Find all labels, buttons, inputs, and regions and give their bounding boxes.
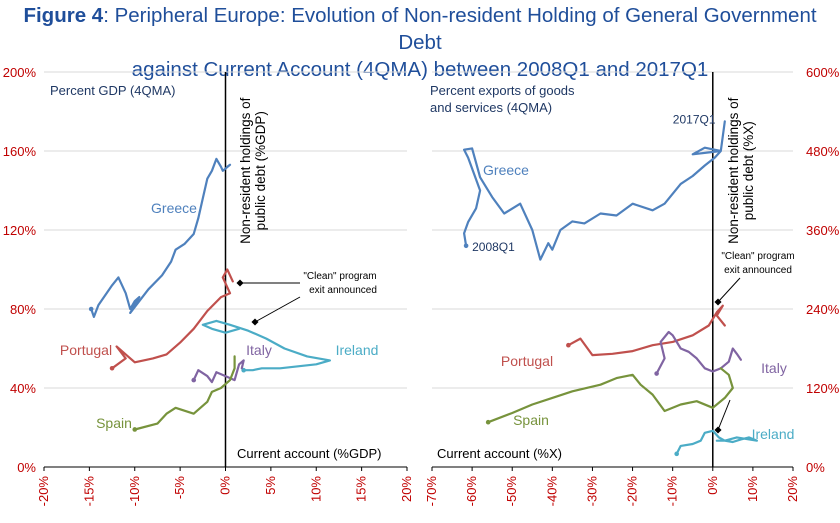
series-start-marker-ireland bbox=[674, 451, 679, 457]
vertical-axis-label-line2: public debt (%GDP) bbox=[253, 111, 268, 230]
x-axis-label: Current account (%GDP) bbox=[237, 446, 382, 461]
figure-title: Figure 4: Peripheral Europe: Evolution o… bbox=[0, 2, 840, 83]
series-label-spain: Spain bbox=[513, 412, 549, 428]
x-tick-label: -15% bbox=[81, 476, 96, 507]
x-tick-label: 0% bbox=[705, 476, 720, 495]
left-panel: 0% 40% 80% 120% 160% 200% -20% -15% -10% -5% 0% 5% 1… bbox=[3, 65, 414, 506]
x-tick-label: -10% bbox=[127, 476, 142, 507]
series-label-italy: Italy bbox=[761, 360, 787, 376]
series-start-marker-spain bbox=[485, 419, 491, 425]
series-start-marker-greece bbox=[463, 243, 469, 249]
y-tick-label: 40% bbox=[10, 381, 36, 396]
series-start-marker-greece bbox=[88, 306, 94, 312]
series-start-marker-portugal bbox=[109, 365, 115, 371]
series-line-greece bbox=[90, 157, 232, 318]
annotation-arrowhead bbox=[714, 426, 722, 434]
annotation-arrowhead bbox=[714, 298, 722, 306]
series-start-marker-italy bbox=[191, 377, 197, 383]
x-tick-label: 20% bbox=[785, 476, 800, 502]
series-line-spain bbox=[133, 355, 236, 431]
series-line-spain bbox=[487, 367, 734, 424]
y-tick-label: 200% bbox=[3, 65, 37, 80]
x-tick-label: -60% bbox=[464, 476, 479, 507]
y-tick-label: 160% bbox=[3, 144, 37, 159]
y-axis-label: Percent GDP (4QMA) bbox=[50, 83, 175, 98]
x-tick-label: -5% bbox=[172, 476, 187, 500]
series-label-italy: Italy bbox=[246, 342, 272, 358]
x-tick-label: 15% bbox=[354, 476, 369, 502]
right-panel: 0% 120% 240% 360% 480% 600% -70% -60% -50% -40% -3… bbox=[424, 65, 840, 506]
series-line-ireland bbox=[675, 429, 759, 455]
y-tick-label: 360% bbox=[806, 223, 840, 238]
y-tick-label: 120% bbox=[806, 381, 840, 396]
period-label-start: 2008Q1 bbox=[472, 240, 515, 254]
y-tick-label: 0% bbox=[17, 460, 36, 475]
annotation-arrow bbox=[254, 296, 301, 323]
x-tick-label: -30% bbox=[584, 476, 599, 507]
series-label-portugal: Portugal bbox=[501, 353, 553, 369]
y-tick-label: 600% bbox=[806, 65, 840, 80]
annotation-line1: "Clean" program bbox=[303, 271, 376, 282]
series-line-italy bbox=[192, 359, 245, 384]
x-tick-label: -40% bbox=[544, 476, 559, 507]
series-start-marker-portugal bbox=[566, 342, 571, 348]
annotation-arrow bbox=[717, 277, 741, 303]
figure-number: Figure 4 bbox=[23, 4, 104, 27]
series-label-spain: Spain bbox=[96, 415, 132, 431]
series-label-greece: Greece bbox=[483, 162, 529, 178]
y-tick-label: 480% bbox=[806, 144, 840, 159]
x-tick-label: -50% bbox=[504, 476, 519, 507]
annotation-arrowhead bbox=[236, 279, 244, 287]
y-axis-label-line1: Percent exports of goods bbox=[430, 83, 575, 98]
y-tick-label: 120% bbox=[3, 223, 37, 238]
series-label-ireland: Ireland bbox=[752, 426, 795, 442]
series-start-marker-italy bbox=[654, 371, 659, 376]
series-start-marker-spain bbox=[132, 427, 138, 432]
y-tick-label: 240% bbox=[806, 302, 840, 317]
x-tick-label: 10% bbox=[308, 476, 323, 502]
x-tick-label: -10% bbox=[665, 476, 680, 507]
annotation-arrowhead bbox=[251, 318, 259, 326]
vertical-axis-label-line1: Non-resident holdings of bbox=[238, 97, 253, 244]
x-tick-label: -20% bbox=[625, 476, 640, 507]
series-label-ireland: Ireland bbox=[336, 342, 379, 358]
y-tick-label: 0% bbox=[806, 460, 825, 475]
annotation-line1: "Clean" program bbox=[721, 251, 794, 262]
x-tick-label: 5% bbox=[263, 476, 278, 495]
period-label-end: 2017Q1 bbox=[673, 112, 716, 126]
annotation-line2: exit announced bbox=[309, 285, 377, 296]
x-tick-label: -20% bbox=[36, 476, 51, 507]
y-axis-label-line2: and services (4QMA) bbox=[430, 100, 552, 115]
y-tick-label: 80% bbox=[10, 302, 36, 317]
annotation-arrow bbox=[717, 399, 731, 431]
series-line-portugal bbox=[567, 304, 726, 357]
vertical-axis-label-line1: Non-resident holdings of bbox=[726, 97, 741, 244]
series-label-portugal: Portugal bbox=[60, 342, 112, 358]
x-axis-label: Current account (%X) bbox=[437, 446, 562, 461]
x-tick-label: -70% bbox=[424, 476, 439, 507]
title-line1: : Peripheral Europe: Evolution of Non-re… bbox=[103, 4, 817, 54]
series-line-italy bbox=[655, 330, 743, 375]
series-line-ireland bbox=[201, 319, 331, 372]
x-tick-label: 20% bbox=[399, 476, 414, 502]
series-label-greece: Greece bbox=[151, 200, 197, 216]
annotation-line2: exit announced bbox=[724, 265, 792, 276]
vertical-axis-label-line2: public debt (%X) bbox=[741, 121, 756, 220]
x-tick-label: 10% bbox=[745, 476, 760, 502]
series-line-greece bbox=[463, 120, 726, 261]
series-line-portugal bbox=[110, 268, 234, 370]
title-line2: against Current Account (4QMA) between 2… bbox=[131, 58, 709, 81]
x-tick-label: 0% bbox=[218, 476, 233, 495]
